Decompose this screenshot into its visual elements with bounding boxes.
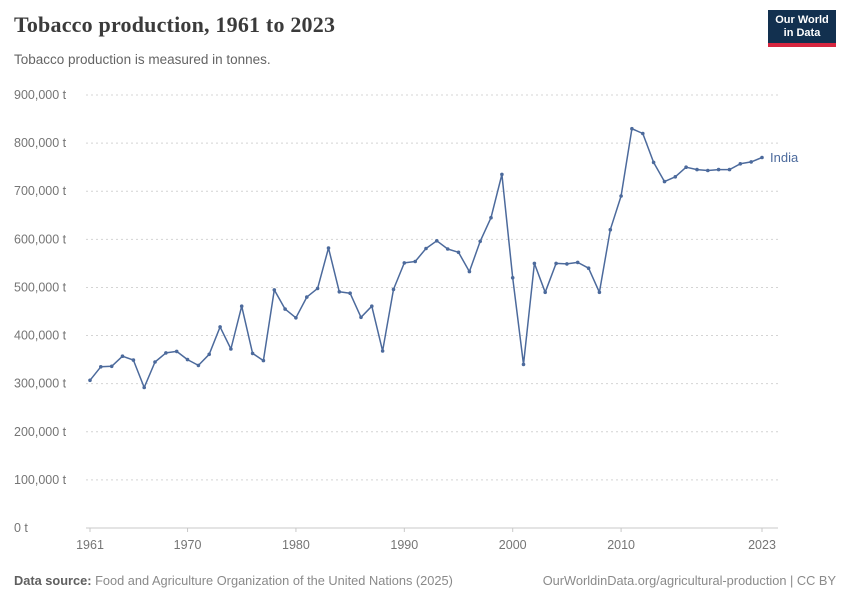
data-point[interactable]: [608, 227, 613, 232]
data-point[interactable]: [435, 239, 439, 243]
data-point[interactable]: [727, 167, 732, 172]
data-point[interactable]: [402, 261, 407, 265]
y-tick-label: 500,000 t: [14, 280, 67, 294]
x-tick-label: 2010: [607, 538, 635, 552]
data-point[interactable]: [543, 290, 547, 295]
data-point[interactable]: [565, 262, 569, 266]
data-point[interactable]: [575, 260, 580, 265]
data-line-india[interactable]: [89, 127, 763, 389]
data-point[interactable]: [424, 246, 428, 251]
owid-logo-line1: Our World: [775, 13, 829, 26]
data-point[interactable]: [456, 250, 461, 255]
data-point[interactable]: [283, 307, 287, 311]
data-point[interactable]: [153, 360, 157, 364]
data-point[interactable]: [196, 363, 201, 368]
y-tick-label: 900,000 t: [14, 88, 67, 102]
data-point[interactable]: [131, 358, 136, 362]
y-tick-label: 100,000 t: [14, 473, 67, 487]
data-point[interactable]: [478, 239, 483, 244]
y-tick-label: 600,000 t: [14, 232, 67, 246]
data-point[interactable]: [250, 351, 255, 356]
data-point[interactable]: [99, 365, 103, 369]
data-point[interactable]: [207, 352, 211, 357]
x-tick-label: 1961: [76, 538, 104, 552]
data-point[interactable]: [185, 357, 190, 362]
x-tick-label: 1970: [174, 538, 202, 552]
data-source: Data source: Food and Agriculture Organi…: [14, 573, 453, 588]
data-source-text: Food and Agriculture Organization of the…: [91, 573, 453, 588]
data-point[interactable]: [521, 362, 526, 367]
data-point[interactable]: [391, 287, 396, 292]
x-tick-label: 2000: [499, 538, 527, 552]
data-point[interactable]: [695, 167, 699, 172]
data-source-label: Data source:: [14, 573, 92, 588]
y-tick-label: 200,000 t: [14, 425, 67, 439]
data-point[interactable]: [380, 349, 385, 353]
data-point[interactable]: [651, 160, 656, 165]
data-point[interactable]: [716, 167, 721, 172]
owid-logo[interactable]: Our World in Data: [768, 10, 836, 47]
data-point[interactable]: [359, 315, 363, 320]
x-tick-label: 1980: [282, 538, 310, 552]
y-tick-label: 700,000 t: [14, 184, 67, 198]
x-tick-label: 1990: [390, 538, 418, 552]
data-point[interactable]: [554, 261, 558, 266]
chart-subtitle: Tobacco production is measured in tonnes…: [14, 52, 271, 67]
data-point[interactable]: [239, 304, 244, 309]
chart-footer: Data source: Food and Agriculture Organi…: [14, 573, 836, 588]
data-point[interactable]: [272, 288, 277, 292]
data-point[interactable]: [673, 175, 678, 179]
data-point[interactable]: [142, 385, 146, 390]
data-point[interactable]: [619, 194, 623, 198]
owid-logo-line2: in Data: [783, 26, 821, 39]
data-point[interactable]: [706, 168, 710, 173]
y-tick-label: 0 t: [14, 521, 28, 535]
data-point[interactable]: [586, 266, 591, 271]
data-point[interactable]: [662, 179, 667, 184]
series-label-india[interactable]: India: [770, 150, 799, 165]
data-point[interactable]: [120, 354, 125, 359]
data-point[interactable]: [630, 126, 634, 131]
data-point[interactable]: [510, 276, 515, 280]
data-point[interactable]: [315, 286, 320, 291]
y-tick-label: 400,000 t: [14, 329, 67, 343]
data-point[interactable]: [229, 347, 233, 351]
data-point[interactable]: [326, 246, 331, 250]
data-point[interactable]: [500, 172, 504, 177]
data-point[interactable]: [174, 349, 179, 354]
data-point[interactable]: [348, 291, 352, 296]
data-point[interactable]: [413, 259, 418, 264]
data-point[interactable]: [88, 378, 92, 383]
data-point[interactable]: [597, 290, 602, 295]
footer-citation-link[interactable]: OurWorldinData.org/agricultural-producti…: [542, 573, 836, 588]
data-point[interactable]: [370, 304, 374, 309]
data-point[interactable]: [749, 160, 753, 164]
data-point[interactable]: [467, 269, 472, 274]
data-point[interactable]: [294, 316, 298, 320]
x-tick-label: 2023: [748, 538, 776, 552]
data-point[interactable]: [684, 165, 688, 169]
data-point[interactable]: [337, 290, 342, 294]
data-point[interactable]: [218, 325, 222, 329]
data-point[interactable]: [738, 162, 743, 166]
data-point[interactable]: [109, 364, 114, 369]
data-point[interactable]: [760, 155, 764, 160]
chart-title: Tobacco production, 1961 to 2023: [14, 12, 336, 37]
y-tick-label: 800,000 t: [14, 136, 67, 150]
data-point[interactable]: [261, 358, 266, 363]
data-point[interactable]: [641, 131, 645, 136]
data-point[interactable]: [532, 261, 537, 266]
data-point[interactable]: [305, 295, 309, 299]
data-point[interactable]: [164, 351, 168, 355]
y-tick-label: 300,000 t: [14, 377, 67, 391]
data-point[interactable]: [489, 215, 493, 220]
data-point[interactable]: [445, 247, 450, 251]
